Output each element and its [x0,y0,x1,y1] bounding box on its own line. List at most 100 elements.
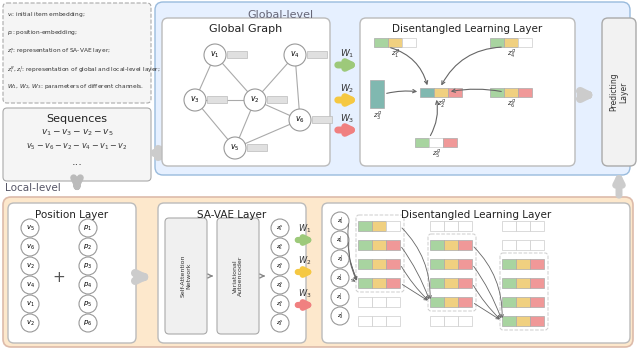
Text: $z_6^s$: $z_6^s$ [276,242,284,252]
Bar [430,221,444,231]
FancyBboxPatch shape [3,3,151,103]
FancyBboxPatch shape [3,108,151,181]
Text: Position Layer: Position Layer [35,210,109,220]
Text: $W_3$: $W_3$ [298,287,312,300]
Text: $z_5^g$: $z_5^g$ [431,148,440,160]
Text: Sequences: Sequences [47,114,108,124]
Bar [372,316,386,326]
Text: $v_5$: $v_5$ [230,143,240,153]
Bar [358,316,372,326]
Text: $W_1$: $W_1$ [340,47,354,60]
Text: $p_2$: $p_2$ [83,243,93,252]
Bar [358,240,372,250]
Circle shape [79,238,97,256]
Bar [504,38,518,47]
FancyBboxPatch shape [356,215,404,292]
Text: SA-VAE Layer: SA-VAE Layer [197,210,267,220]
Circle shape [289,109,311,131]
Text: $v_3$: $v_3$ [190,95,200,105]
Text: $W_1$, $W_2$, $W_3$: parameters of different channels.: $W_1$, $W_2$, $W_3$: parameters of diffe… [7,82,144,91]
Text: $v_6$: $v_6$ [295,115,305,125]
Bar [227,51,247,58]
FancyBboxPatch shape [8,203,136,343]
Text: Self-Attention
Network: Self-Attention Network [180,255,191,297]
Circle shape [21,276,39,294]
FancyBboxPatch shape [428,234,476,311]
FancyBboxPatch shape [360,18,575,166]
Bar [386,297,400,307]
FancyBboxPatch shape [158,203,306,343]
FancyBboxPatch shape [165,218,207,334]
Bar [444,297,458,307]
Text: ...: ... [72,157,83,167]
Bar [490,38,504,47]
Text: $v_4$: $v_4$ [26,280,35,290]
Text: $z_5^l$: $z_5^l$ [337,216,344,226]
Bar [312,116,332,123]
Bar [386,259,400,269]
Bar [430,259,444,269]
Circle shape [331,269,349,287]
Text: $v_4$: $v_4$ [290,50,300,60]
Bar [530,259,544,269]
Bar [358,278,372,288]
Circle shape [79,295,97,313]
Circle shape [284,44,306,66]
Bar [458,297,472,307]
Bar [429,138,443,147]
Circle shape [79,314,97,332]
Text: $z_4^l$: $z_4^l$ [337,273,344,283]
Bar [458,240,472,250]
Text: $v_6$: $v_6$ [26,243,35,252]
Bar [386,240,400,250]
Text: $p_3$: $p_3$ [83,261,93,271]
FancyBboxPatch shape [602,18,636,166]
Text: $z_4^g$: $z_4^g$ [506,48,515,60]
Circle shape [79,276,97,294]
Bar [458,278,472,288]
Bar [516,240,530,250]
Text: $z_6^l$: $z_6^l$ [337,234,344,245]
Text: $v_2$: $v_2$ [26,261,35,271]
Text: $p_5$: $p_5$ [83,299,93,309]
Text: $z_2^s$: $z_2^s$ [276,318,284,328]
Bar [502,240,516,250]
Circle shape [271,257,289,275]
Bar [502,297,516,307]
Circle shape [271,295,289,313]
Circle shape [21,238,39,256]
Circle shape [79,257,97,275]
Text: $v_5$: $v_5$ [26,223,35,233]
Text: $p_4$: $p_4$ [83,280,93,290]
Bar [267,96,287,103]
Circle shape [21,314,39,332]
Circle shape [204,44,226,66]
Text: $p_1$: $p_1$ [83,223,93,233]
Text: $W_2$: $W_2$ [340,82,354,95]
Bar [386,278,400,288]
Bar [434,88,448,97]
Bar [458,221,472,231]
Bar [516,221,530,231]
Text: $z_2^l$: $z_2^l$ [337,254,344,264]
Bar [372,278,386,288]
Bar [388,38,402,47]
Bar [516,316,530,326]
Bar [504,88,518,97]
Bar [372,240,386,250]
Circle shape [21,219,39,237]
Bar [502,278,516,288]
Text: Local-level: Local-level [5,183,61,193]
FancyBboxPatch shape [500,253,548,330]
Text: +: + [52,270,65,285]
Bar [502,221,516,231]
Bar [502,259,516,269]
Bar [358,259,372,269]
Text: Global-level: Global-level [247,10,313,20]
Text: $z_2^l$: $z_2^l$ [337,311,344,322]
Circle shape [184,89,206,111]
Text: $v_5 - v_6 - v_2 - v_4 - v_1 - v_2$: $v_5 - v_6 - v_2 - v_4 - v_1 - v_2$ [26,142,128,152]
Circle shape [331,231,349,249]
Bar [530,240,544,250]
Bar [444,259,458,269]
